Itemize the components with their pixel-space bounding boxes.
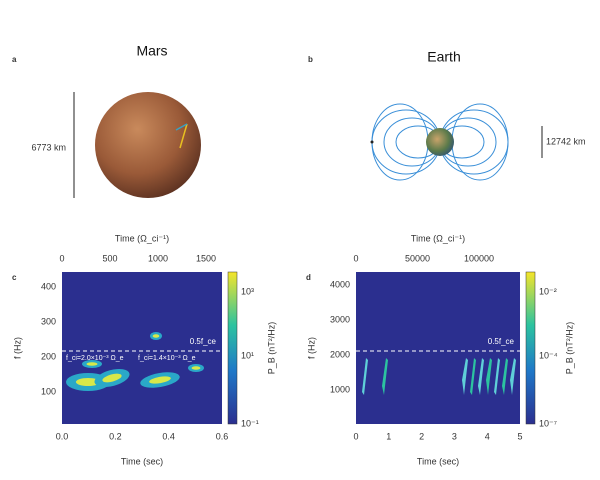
panel-label: a (12, 55, 17, 64)
panel-label: b (308, 55, 313, 64)
annotation: f_ci=2.0×10⁻³ Ω_e (66, 355, 124, 362)
top-tick-label: 0 (59, 253, 64, 263)
top-axis-label: Time (Ω_ci⁻¹) (115, 233, 169, 243)
wave-core (75, 377, 101, 387)
colorbar (525, 271, 536, 425)
line-label: 0.5f_ce (488, 337, 515, 346)
wave-packet (362, 358, 368, 395)
panel-title: Mars (136, 43, 167, 59)
wave-packet (486, 358, 492, 395)
point (370, 140, 374, 144)
y-tick-label: 200 (41, 351, 56, 361)
scale-label: 12742 km (546, 136, 586, 146)
y-tick-label: 1000 (330, 384, 350, 394)
top-tick-label: 50000 (405, 253, 430, 263)
wave-packet (478, 358, 484, 395)
top-tick-label: 1000 (148, 253, 168, 263)
x-tick-label: 1 (386, 431, 391, 441)
wave-packet (494, 358, 500, 395)
line-label: 0.5f_ce (190, 337, 217, 346)
colorbar-tick-label: 10⁻¹ (241, 418, 259, 428)
spectrogram (356, 272, 520, 424)
wave-core (152, 334, 160, 338)
x-tick-label: 4 (485, 431, 490, 441)
x-tick-label: 0.0 (56, 431, 69, 441)
arrow (175, 123, 188, 131)
y-tick-label: 300 (41, 316, 56, 326)
y-tick-label: 2000 (330, 349, 350, 359)
y-tick-label: 4000 (330, 279, 350, 289)
x-tick-label: 3 (452, 431, 457, 441)
colorbar-tick-label: 10⁻⁴ (539, 351, 558, 361)
arrow (179, 123, 188, 149)
wave-packet (502, 358, 508, 395)
x-tick-label: 0 (353, 431, 358, 441)
wave-core (102, 373, 122, 383)
panel-label: d (306, 273, 311, 282)
x-tick-label: 0.4 (162, 431, 175, 441)
colorbar-label: P_B (nT²/Hz) (266, 322, 276, 375)
panel-title: Earth (427, 49, 460, 65)
y-axis-label: f (Hz) (306, 337, 316, 359)
x-axis-label: Time (sec) (417, 456, 459, 466)
top-axis-label: Time (Ω_ci⁻¹) (411, 233, 465, 243)
annotation: f_ci=1.4×10⁻³ Ω_e (138, 355, 196, 362)
x-tick-label: 2 (419, 431, 424, 441)
y-axis-label: f (Hz) (12, 337, 22, 359)
panel-label: c (12, 273, 17, 282)
spectrogram (62, 272, 222, 424)
colorbar-tick-label: 10³ (241, 287, 254, 297)
wave-packet (510, 358, 516, 395)
y-tick-label: 400 (41, 281, 56, 291)
x-tick-label: 5 (517, 431, 522, 441)
wave-core (86, 362, 98, 366)
colorbar-tick-label: 10⁻² (539, 287, 557, 297)
x-axis-label: Time (sec) (121, 456, 163, 466)
colorbar (227, 271, 238, 425)
wave-core (149, 376, 171, 384)
colorbar-tick-label: 10⁻⁷ (539, 418, 557, 428)
y-tick-label: 3000 (330, 314, 350, 324)
scale-label: 6773 km (31, 142, 66, 152)
wave-packet (470, 358, 476, 395)
wave-packet (382, 358, 388, 395)
colorbar-label: P_B (nT²/Hz) (564, 322, 574, 375)
x-tick-label: 0.2 (109, 431, 122, 441)
y-tick-label: 100 (41, 386, 56, 396)
colorbar-tick-label: 10¹ (241, 351, 254, 361)
wave-core (191, 366, 201, 370)
top-tick-label: 1500 (196, 253, 216, 263)
x-tick-label: 0.6 (216, 431, 229, 441)
earth-image (426, 128, 454, 156)
top-tick-label: 0 (353, 253, 358, 263)
top-tick-label: 100000 (464, 253, 494, 263)
top-tick-label: 500 (102, 253, 117, 263)
wave-packet (462, 358, 468, 395)
mars-image (95, 92, 201, 198)
